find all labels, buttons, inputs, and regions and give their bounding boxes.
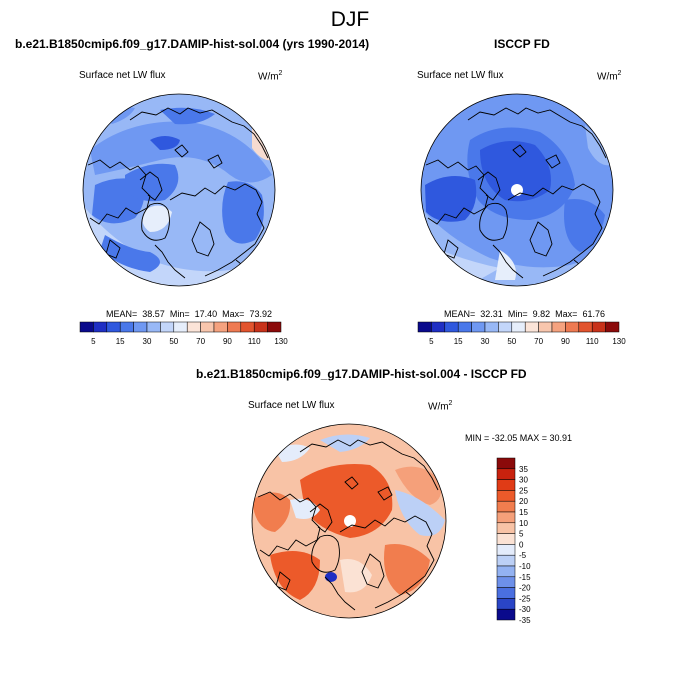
panel3-variable-label: Surface net LW flux (248, 400, 335, 411)
panel1-colorbar-tick-label: 50 (169, 337, 178, 346)
panel3-units: W/m2 (428, 400, 453, 413)
panel1-colorbar-swatch (119, 321, 134, 333)
panel3-colorbar-swatch (496, 565, 516, 578)
panel3-colorbar-swatch (496, 522, 516, 534)
panel3-colorbar-tick-label: 15 (519, 508, 528, 517)
panel1-colorbar-tick-label: 90 (223, 337, 232, 346)
panel3-colorbar-swatch (496, 608, 516, 621)
panel1-colorbar-swatch (173, 321, 188, 333)
panel1-colorbar-swatch (93, 321, 108, 333)
panel3-colorbar-swatch (496, 598, 516, 610)
panel1-map (82, 93, 276, 287)
panel3-colorbar-swatch (496, 511, 516, 524)
panel2-colorbar-swatch (498, 321, 513, 333)
panel1-colorbar-swatch (79, 321, 94, 333)
panel3-title: b.e21.B1850cmip6.f09_g17.DAMIP-hist-sol.… (196, 367, 527, 381)
panel3-colorbar-swatch (496, 490, 516, 502)
panel3-colorbar-swatch (496, 479, 516, 491)
panel1-variable-label: Surface net LW flux (79, 70, 166, 81)
panel2-colorbar-tick-label: 30 (481, 337, 490, 346)
panel2-colorbar-tick-label: 15 (454, 337, 463, 346)
panel2-variable-label: Surface net LW flux (417, 70, 504, 81)
panel1-colorbar: 5 15 30 50 70 90 110 130 (79, 321, 288, 346)
panel3-stats: MIN = -32.05 MAX = 30.91 (465, 433, 573, 443)
panel1-stats: MEAN= 38.57 Min= 17.40 Max= 73.92 (106, 309, 272, 319)
panel2-colorbar-swatch (484, 321, 499, 333)
panel3-colorbar-tick-label: 20 (519, 497, 528, 506)
panel3-colorbar-tick-label: -35 (519, 616, 531, 625)
panel2-colorbar-swatch (605, 321, 620, 333)
panel1-colorbar-tick-label: 110 (248, 337, 261, 346)
panel2-colorbar-tick-label: 50 (507, 337, 516, 346)
panel1-colorbar-swatch (267, 321, 282, 333)
panel1-colorbar-swatch (186, 321, 201, 333)
panel2-colorbar-swatch (578, 321, 593, 333)
panel2-colorbar-swatch (417, 321, 432, 333)
panel3-colorbar-tick-label: 30 (519, 476, 528, 485)
panel1-colorbar-tick-label: 5 (91, 337, 96, 346)
panel3-colorbar-tick-label: 35 (519, 465, 528, 474)
panel3-colorbar-tick-label: 10 (519, 519, 528, 528)
panel3-colorbar-tick-label: 25 (519, 486, 528, 495)
panel1-colorbar-tick-label: 130 (274, 337, 288, 346)
panel2-colorbar-swatch (565, 321, 580, 333)
panel3-colorbar-tick-label: -20 (519, 584, 531, 593)
panel2-map (420, 93, 614, 287)
panel3-colorbar-swatch (496, 576, 516, 588)
page-title: DJF (330, 8, 370, 31)
panel2-colorbar-swatch (457, 321, 472, 333)
panel1-colorbar-swatch (253, 321, 268, 333)
panel2-colorbar-tick-label: 5 (429, 337, 434, 346)
panel2-colorbar-tick-label: 70 (534, 337, 543, 346)
panel3-colorbar-tick-label: -5 (519, 551, 527, 560)
panel3-colorbar-tick-label: -25 (519, 594, 531, 603)
panel1-colorbar-swatch (240, 321, 255, 333)
panel3-colorbar-swatch (496, 554, 516, 567)
panel1-colorbar-swatch (146, 321, 161, 333)
panel1-colorbar-tick-label: 30 (143, 337, 152, 346)
panel2-colorbar-tick-label: 90 (561, 337, 570, 346)
panel3-colorbar-tick-label: 5 (519, 530, 524, 539)
panel3-colorbar-tick-label: -15 (519, 573, 531, 582)
panel2-colorbar-swatch (551, 321, 566, 333)
panel3-colorbar-swatch (496, 468, 516, 480)
panel2-units: W/m2 (597, 70, 622, 83)
panel2-colorbar-swatch (444, 321, 459, 333)
panel1-colorbar-swatch (106, 321, 121, 333)
panel2-colorbar-swatch (471, 321, 486, 333)
panel2-colorbar-swatch (538, 321, 553, 333)
panel3-colorbar-tick-label: 0 (519, 540, 524, 549)
panel2-colorbar-swatch (524, 321, 539, 333)
panel1-colorbar-swatch (200, 321, 215, 333)
panel2-colorbar-swatch (511, 321, 526, 333)
panel3-map (251, 423, 447, 619)
panel3-colorbar-swatch (496, 587, 516, 599)
panel1-colorbar-swatch (133, 321, 148, 333)
panel2-title: ISCCP FD (494, 37, 550, 51)
panel1-colorbar-tick-label: 70 (196, 337, 205, 346)
panel3-colorbar-tick-label: -10 (519, 562, 531, 571)
panel2-colorbar: 5 15 30 50 70 90 110 130 (417, 321, 626, 346)
panel1-colorbar-tick-label: 15 (116, 337, 125, 346)
panel3-colorbar-swatch (496, 533, 516, 545)
panel2-stats: MEAN= 32.31 Min= 9.82 Max= 61.76 (444, 309, 605, 319)
panel3-colorbar-swatch (496, 500, 516, 513)
panel2-colorbar-swatch (591, 321, 606, 333)
panel1-colorbar-swatch (227, 321, 242, 333)
panel3-colorbar-swatch (496, 544, 516, 556)
panel1-colorbar-swatch (160, 321, 175, 333)
panel2-colorbar-tick-label: 130 (612, 337, 626, 346)
panel3-colorbar-swatch (496, 457, 516, 470)
panel1-title: b.e21.B1850cmip6.f09_g17.DAMIP-hist-sol.… (15, 37, 370, 51)
panel3-colorbar-tick-label: -30 (519, 605, 531, 614)
panel2-colorbar-tick-label: 110 (586, 337, 599, 346)
panel1-colorbar-swatch (213, 321, 228, 333)
panel2-colorbar-swatch (431, 321, 446, 333)
panel1-units: W/m2 (258, 70, 283, 83)
